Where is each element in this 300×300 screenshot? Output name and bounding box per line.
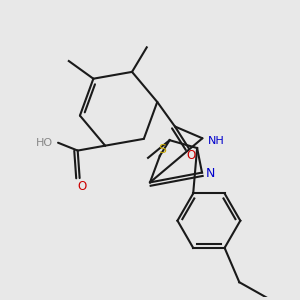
- Text: N: N: [206, 167, 215, 180]
- Text: NH: NH: [208, 136, 224, 146]
- Text: O: O: [77, 180, 86, 194]
- Text: O: O: [186, 149, 195, 162]
- Text: S: S: [158, 142, 166, 155]
- Text: HO: HO: [36, 138, 53, 148]
